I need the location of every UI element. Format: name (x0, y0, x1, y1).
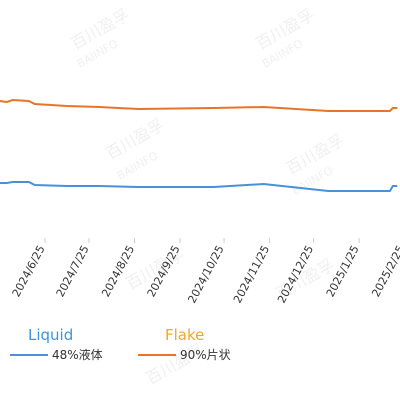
annotation: Liquid (28, 326, 73, 344)
x-tick-label: 2024/6/25 (10, 243, 48, 299)
x-tick-label: 2025/2/25 (369, 243, 400, 299)
line (0, 181, 398, 192)
legend-label: 90%片状 (180, 348, 231, 362)
x-tick-label: 2024/5/25 (0, 243, 2, 299)
x-tick-label: 2024/7/25 (54, 243, 92, 299)
line (0, 98, 398, 112)
legend-label: 48%液体 (52, 347, 103, 362)
x-tick-label: 2024/10/25 (185, 243, 226, 305)
annotation: Flake (165, 326, 204, 344)
watermarks: 百川盈孚 BAIINFO 百川盈孚 BAIINFO 百川盈孚 BAIINFO 百… (68, 5, 348, 388)
x-tick-label: 2024/11/25 (231, 243, 272, 305)
